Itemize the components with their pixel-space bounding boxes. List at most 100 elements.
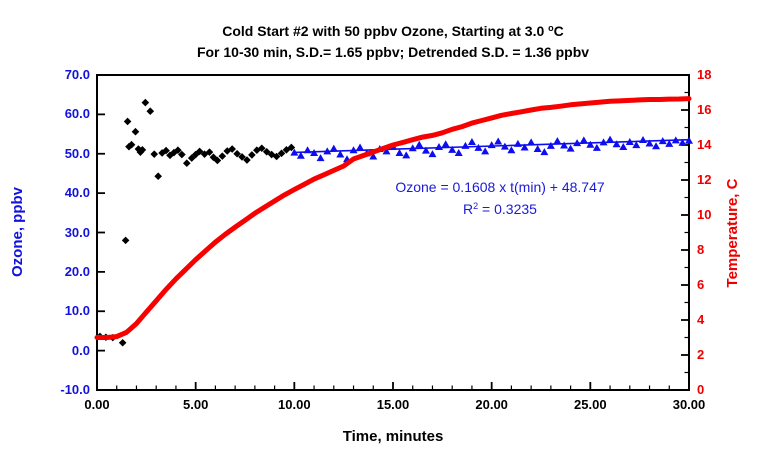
series-ozone-detrended-point [652, 142, 661, 150]
series-ozone-detrended-point [448, 145, 457, 153]
x-axis-title: Time, minutes [342, 428, 444, 445]
series-ozone-detrended-point [369, 152, 378, 160]
chart-subtitle: For 10-30 min, S.D.= 1.65 ppbv; Detrende… [196, 44, 590, 60]
series-ozone-detrended-point [296, 151, 305, 159]
series-ozone-detrended-point [434, 143, 443, 151]
series-ozone-detrended-point [625, 137, 634, 145]
left-tick-label: -10.0 [60, 382, 90, 397]
series-ozone-startup-point [228, 145, 236, 153]
series-ozone-startup-point [170, 148, 178, 157]
series-ozone-detrended-point [500, 142, 509, 150]
series-ozone-detrended-point [579, 136, 588, 144]
series-ozone-detrended-point [382, 147, 391, 155]
r-squared-annotation: R2 = 0.3235 [320, 201, 680, 217]
series-ozone-detrended-point [586, 140, 595, 148]
series-ozone-detrended-point [573, 139, 582, 147]
right-tick-label: 10 [697, 207, 712, 222]
left-tick-label: 30.0 [64, 224, 90, 240]
series-ozone-startup-point [150, 150, 159, 158]
chart-title: Cold Start #2 with 50 ppbv Ozone, Starti… [97, 23, 689, 39]
plot-frame [96, 74, 690, 391]
series-ozone-startup-point [125, 142, 133, 151]
series-ozone-detrended-point [553, 137, 562, 145]
series-ozone-detrended-point [520, 143, 529, 151]
series-ozone-startup-point [262, 147, 271, 156]
series-ozone-startup-point [277, 149, 286, 158]
series-ozone-detrended-point [527, 138, 536, 146]
series-ozone-startup-point [253, 146, 261, 155]
series-ozone-detrended-point [533, 145, 542, 153]
series-ozone-detrended-point [645, 139, 654, 147]
x-tick-label: 0.00 [84, 397, 110, 412]
series-ozone-startup-point [182, 159, 191, 167]
series-ozone-detrended-point [612, 140, 621, 148]
series-ozone-detrended-point [619, 143, 628, 151]
left-tick-label: 60.0 [64, 106, 90, 122]
series-ozone-startup-point [146, 107, 155, 116]
x-tick-label: 25.00 [574, 397, 607, 412]
right-tick-label: 16 [697, 102, 712, 117]
right-tick-label: 2 [697, 347, 705, 362]
series-ozone-detrended-point [402, 151, 411, 159]
series-ozone-detrended-point [546, 141, 555, 149]
left-tick-label: 50.0 [64, 145, 90, 161]
series-ozone-detrended-point [454, 148, 463, 156]
series-ozone-detrended-point [599, 138, 608, 146]
series-ozone-startup-point [238, 153, 246, 161]
left-tick-label: 20.0 [64, 263, 90, 279]
series-ozone-detrended-point [658, 137, 667, 145]
series-ozone-detrended-point [566, 144, 575, 152]
series-ozone-startup-point [178, 150, 186, 159]
series-ozone-startup-point [118, 338, 127, 347]
series-ozone-startup-point [141, 98, 150, 107]
series-ozone-startup-point [138, 146, 147, 154]
series-ozone-startup-point [123, 117, 132, 126]
series-ozone-detrended-point [441, 140, 450, 148]
series-ozone-detrended-point [671, 136, 680, 144]
series-ozone-detrended-point [395, 148, 404, 156]
left-tick-label: 40.0 [64, 185, 90, 201]
series-ozone-startup-point [174, 146, 182, 155]
chart-title-text: Cold Start #2 with 50 ppbv Ozone, Starti… [222, 23, 549, 39]
left-tick-label: 10.0 [64, 303, 90, 319]
series-ozone-detrended-point [316, 154, 325, 162]
chart-title-unit: C [553, 23, 564, 39]
fit-equation-annotation: Ozone = 0.1608 x t(min) + 48.747 [395, 179, 605, 195]
x-tick-label: 30.00 [672, 397, 706, 412]
series-ozone-startup-point [257, 144, 266, 153]
right-tick-label: 4 [697, 312, 705, 327]
series-ozone-startup-point [121, 236, 130, 245]
series-ozone-detrended-point [349, 146, 358, 154]
series-ozone-startup-point [162, 146, 170, 155]
series-ozone-detrended-point [461, 141, 470, 149]
series-ozone-detrended-point [494, 137, 503, 145]
series-ozone-startup-point [158, 149, 166, 157]
series-ozone-detrended-point [606, 135, 615, 143]
series-ozone-detrended-point [685, 136, 693, 144]
left-tick-label: 70.0 [64, 67, 90, 82]
series-ozone-startup-point [191, 150, 200, 159]
series-ozone-detrended-point [415, 140, 424, 148]
series-ozone-detrended-point [290, 148, 299, 156]
series-ozone-startup-point [243, 156, 251, 164]
series-ozone-detrended-point [639, 135, 648, 143]
series-ozone-detrended-point [474, 143, 483, 151]
series-ozone-startup-point [195, 147, 204, 156]
series-ozone-startup-point [218, 152, 227, 160]
series-ozone-detrended-point [507, 146, 516, 154]
series-ozone-startup-point [248, 151, 256, 159]
series-ozone-startup-point [205, 148, 214, 156]
x-tick-label: 5.00 [183, 397, 209, 412]
series-ozone-startup-point [127, 140, 136, 149]
series-ozone-detrended-point [303, 146, 312, 154]
right-tick-label: 0 [697, 382, 705, 397]
series-ozone-startup-point [131, 127, 140, 136]
right-tick-label: 8 [697, 242, 705, 257]
series-ozone-detrended-point [540, 148, 549, 156]
r-squared-base: R [463, 201, 474, 217]
series-ozone-detrended-point [481, 147, 490, 155]
x-tick-label: 15.00 [376, 397, 410, 412]
x-tick-label: 20.00 [475, 397, 508, 412]
